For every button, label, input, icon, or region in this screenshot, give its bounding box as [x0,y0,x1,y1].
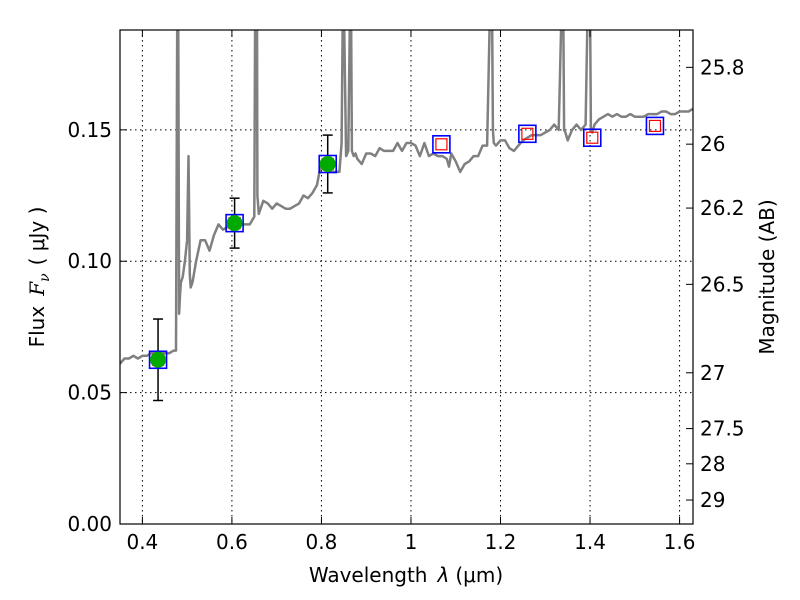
magnitude-tick-label: 25.8 [700,55,745,79]
y-axis-label-symbol: F [25,281,49,297]
model-band-marker [645,116,665,136]
model-band-marker [582,128,602,148]
y-tick-label: 0.15 [67,118,112,142]
y-axis-label-unit: ( μJy ) [25,207,49,266]
photometry-point [226,215,243,232]
y-axis-label-subscript: ν [37,273,53,282]
model-band-marker [432,135,451,154]
photometry-point [319,156,336,173]
magnitude-tick-label: 26.2 [700,196,745,220]
model-band-marker [225,213,244,233]
y-tick-label: 0.10 [67,249,112,273]
model-band-marker [148,350,168,370]
magnitude-tick-label: 26.5 [700,272,745,296]
photometry-markers [150,156,336,368]
y-tick-label: 0.05 [67,381,112,405]
model-band-marker-inner [586,131,599,144]
x-axis-label-unit: (μm) [455,563,503,587]
model-band-markers [148,116,665,370]
magnitude-tick-label: 29 [700,488,725,512]
spectrum-layer [120,30,693,365]
x-tick-label: 1.6 [664,530,696,554]
y-tick-label: 0.00 [67,512,112,536]
x-tick-label: 1.4 [574,530,606,554]
x-tick-label: 0.4 [126,530,158,554]
magnitude-tick-label: 26 [700,132,725,156]
x-tick-label: 1.2 [485,530,517,554]
magnitude-tick-label: 27.5 [700,417,745,441]
magnitude-axis-label: Magnitude (AB) [755,199,779,354]
x-axis-label-symbol: λ [437,563,450,587]
model-band-marker [318,154,338,174]
grid [120,30,693,524]
photometry-point [150,351,167,368]
y-axis-label: Flux Fν ( μJy ) [25,207,53,348]
y-axis-label-prefix: Flux [25,306,49,348]
x-tick-label: 0.6 [216,530,248,554]
magnitude-tick-label: 27 [700,361,725,385]
model-band-marker-inner [648,119,662,133]
x-axis-label: Wavelength λ (μm) [309,563,503,587]
x-axis-label-prefix: Wavelength [309,563,428,587]
x-tick-label: 0.8 [306,530,338,554]
model-band-marker [518,124,537,144]
model-band-marker-inner [435,138,448,151]
ticks: 0.4 0.6 0.8 1 1.2 1.4 1.6 0.00 0.05 0.10 0.15 25.8 2… [67,30,745,554]
x-tick-label: 1 [405,530,418,554]
model-band-marker-inner [521,127,534,140]
plot-frame [119,29,694,525]
spectrum-line [120,30,693,365]
magnitude-tick-label: 28 [700,452,725,476]
